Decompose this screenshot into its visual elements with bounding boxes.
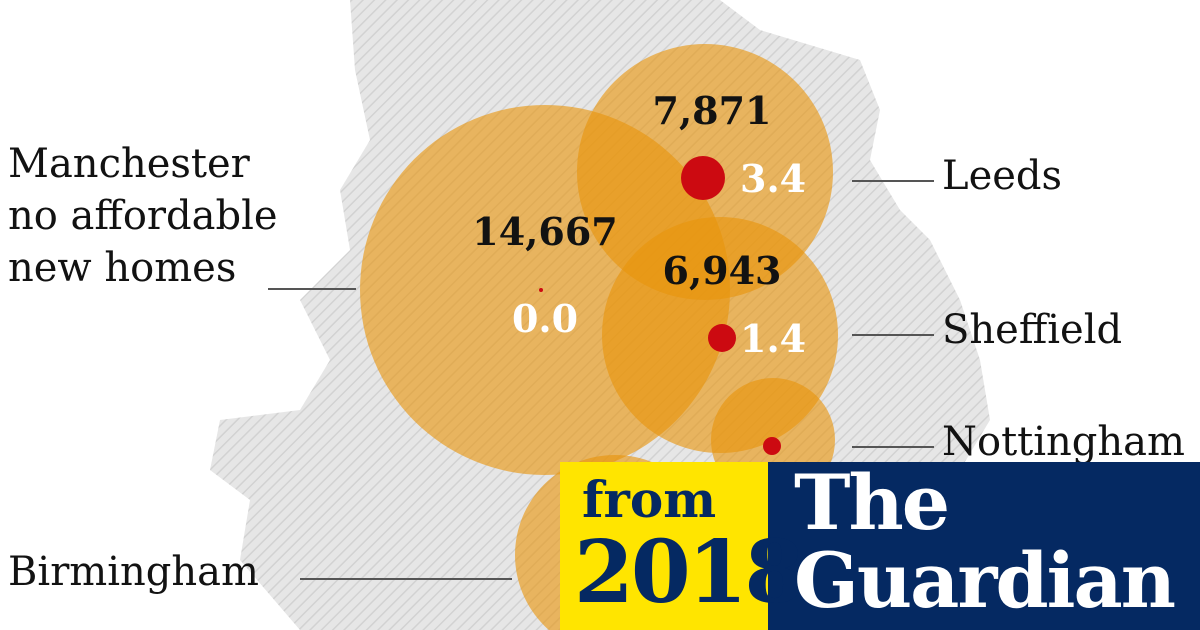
stamp-year: 2018 xyxy=(574,522,804,623)
guardian-logo-line2: Guardian xyxy=(794,536,1176,625)
label-birmingham: Birmingham xyxy=(8,549,259,595)
leader-manchester xyxy=(268,288,356,290)
value-manchester-total: 14,667 xyxy=(472,209,617,254)
leader-nottingham xyxy=(852,446,934,448)
label-manchester-line3: new homes xyxy=(8,245,237,291)
leader-sheffield xyxy=(852,334,934,336)
guardian-logo-line1: The xyxy=(794,462,950,547)
affordable-dot-leeds xyxy=(681,156,725,200)
guardian-stamp: from 2018 The Guardian xyxy=(560,462,1200,630)
label-manchester-line2: no affordable xyxy=(8,193,278,239)
label-sheffield: Sheffield xyxy=(942,307,1123,353)
value-sheffield-total: 6,943 xyxy=(663,248,782,293)
leader-leeds xyxy=(852,180,934,182)
label-leeds: Leeds xyxy=(942,153,1063,199)
leader-birmingham xyxy=(300,578,512,580)
guardian-logo: The Guardian xyxy=(794,462,1176,625)
value-manchester-affordable: 0.0 xyxy=(512,296,578,341)
affordable-dot-sheffield xyxy=(708,324,736,352)
affordable-dot-nottingham xyxy=(763,437,781,455)
stamp-yellow-panel: from 2018 xyxy=(560,462,804,630)
label-manchester: Manchester no affordable new homes xyxy=(8,138,278,294)
affordable-dot-manchester xyxy=(539,288,543,292)
label-nottingham: Nottingham xyxy=(942,419,1185,465)
value-leeds-affordable: 3.4 xyxy=(740,156,806,201)
label-manchester-line1: Manchester xyxy=(8,141,250,187)
value-sheffield-affordable: 1.4 xyxy=(740,316,806,361)
value-leeds-total: 7,871 xyxy=(653,88,772,133)
stamp-from: from xyxy=(582,470,717,529)
